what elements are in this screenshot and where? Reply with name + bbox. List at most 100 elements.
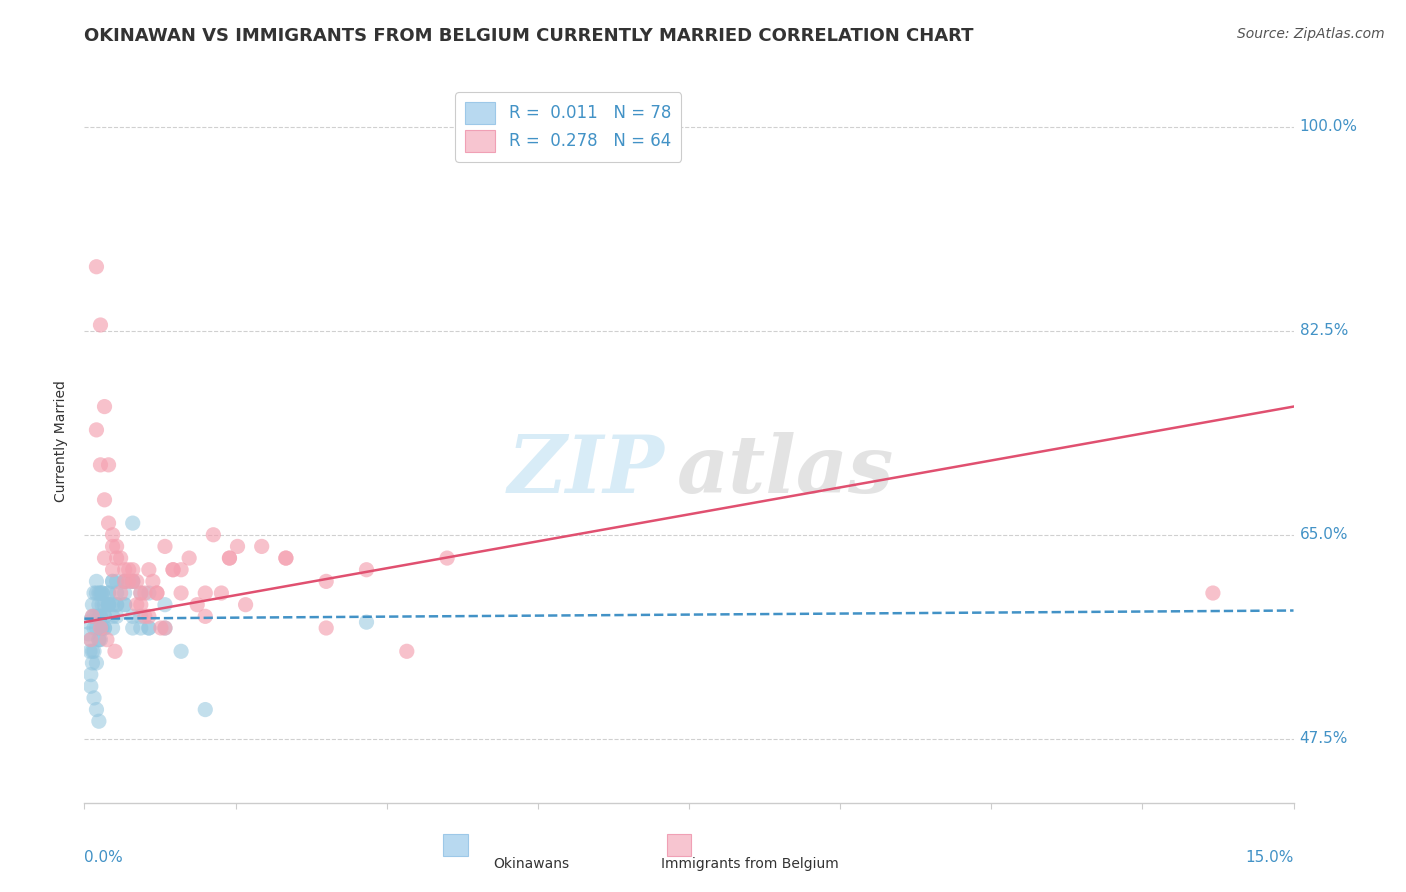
- Point: [218, 551, 240, 566]
- Point: [89, 632, 111, 647]
- Point: [105, 586, 128, 600]
- Point: [86, 609, 108, 624]
- Point: [114, 598, 136, 612]
- Point: [194, 702, 217, 716]
- Point: [153, 598, 176, 612]
- Point: [138, 609, 160, 624]
- Text: 15.0%: 15.0%: [1246, 850, 1294, 864]
- Point: [97, 598, 120, 612]
- Point: [97, 516, 120, 530]
- Point: [121, 563, 143, 577]
- Point: [218, 551, 240, 566]
- Point: [91, 621, 114, 635]
- Point: [138, 621, 160, 635]
- Point: [153, 621, 176, 635]
- Point: [114, 574, 136, 589]
- Point: [129, 586, 152, 600]
- Point: [93, 492, 115, 507]
- Point: [356, 615, 378, 630]
- Point: [274, 551, 297, 566]
- Point: [202, 528, 225, 542]
- Point: [89, 586, 111, 600]
- Point: [91, 598, 114, 612]
- Point: [96, 632, 118, 647]
- Point: [129, 609, 152, 624]
- Point: [356, 563, 378, 577]
- Point: [89, 609, 111, 624]
- Point: [121, 621, 143, 635]
- Point: [87, 714, 110, 729]
- Point: [194, 586, 217, 600]
- Point: [101, 609, 124, 624]
- Point: [104, 644, 127, 658]
- Point: [110, 551, 132, 566]
- Point: [121, 574, 143, 589]
- Point: [118, 563, 141, 577]
- Text: atlas: atlas: [676, 432, 894, 509]
- Point: [105, 540, 128, 554]
- Point: [80, 679, 103, 693]
- Point: [114, 574, 136, 589]
- Point: [86, 656, 108, 670]
- Point: [77, 615, 100, 630]
- Point: [138, 621, 160, 635]
- Text: 82.5%: 82.5%: [1299, 323, 1348, 338]
- Point: [170, 586, 193, 600]
- Point: [101, 574, 124, 589]
- Point: [86, 574, 108, 589]
- Point: [153, 621, 176, 635]
- Point: [146, 586, 169, 600]
- Point: [80, 632, 103, 647]
- Point: [129, 621, 152, 635]
- Text: Source: ZipAtlas.com: Source: ZipAtlas.com: [1237, 27, 1385, 41]
- Point: [162, 563, 184, 577]
- Point: [138, 586, 160, 600]
- Text: 100.0%: 100.0%: [1299, 120, 1358, 135]
- Point: [315, 621, 337, 635]
- Point: [97, 458, 120, 472]
- Point: [110, 586, 132, 600]
- Point: [89, 458, 111, 472]
- Point: [114, 563, 136, 577]
- Point: [87, 632, 110, 647]
- Point: [97, 598, 120, 612]
- Point: [77, 627, 100, 641]
- Point: [86, 702, 108, 716]
- FancyBboxPatch shape: [443, 834, 468, 855]
- Point: [125, 598, 148, 612]
- Point: [274, 551, 297, 566]
- Point: [87, 609, 110, 624]
- Point: [114, 598, 136, 612]
- Point: [153, 540, 176, 554]
- Point: [101, 598, 124, 612]
- Point: [82, 609, 104, 624]
- Text: 65.0%: 65.0%: [1299, 527, 1348, 542]
- Text: ZIP: ZIP: [508, 432, 665, 509]
- Point: [80, 632, 103, 647]
- Point: [170, 644, 193, 658]
- Point: [91, 586, 114, 600]
- Point: [89, 318, 111, 332]
- Point: [226, 540, 249, 554]
- Point: [93, 400, 115, 414]
- Point: [82, 644, 104, 658]
- Point: [125, 574, 148, 589]
- Point: [436, 551, 458, 566]
- Point: [79, 644, 101, 658]
- Point: [179, 551, 201, 566]
- Point: [87, 632, 110, 647]
- Point: [93, 621, 115, 635]
- Point: [101, 621, 124, 635]
- Point: [82, 598, 104, 612]
- Point: [142, 574, 165, 589]
- Point: [97, 586, 120, 600]
- FancyBboxPatch shape: [668, 834, 692, 855]
- Point: [134, 609, 156, 624]
- Point: [134, 586, 156, 600]
- Point: [121, 574, 143, 589]
- Text: OKINAWAN VS IMMIGRANTS FROM BELGIUM CURRENTLY MARRIED CORRELATION CHART: OKINAWAN VS IMMIGRANTS FROM BELGIUM CURR…: [84, 27, 974, 45]
- Point: [129, 598, 152, 612]
- Point: [114, 574, 136, 589]
- Point: [186, 598, 208, 612]
- Point: [83, 609, 105, 624]
